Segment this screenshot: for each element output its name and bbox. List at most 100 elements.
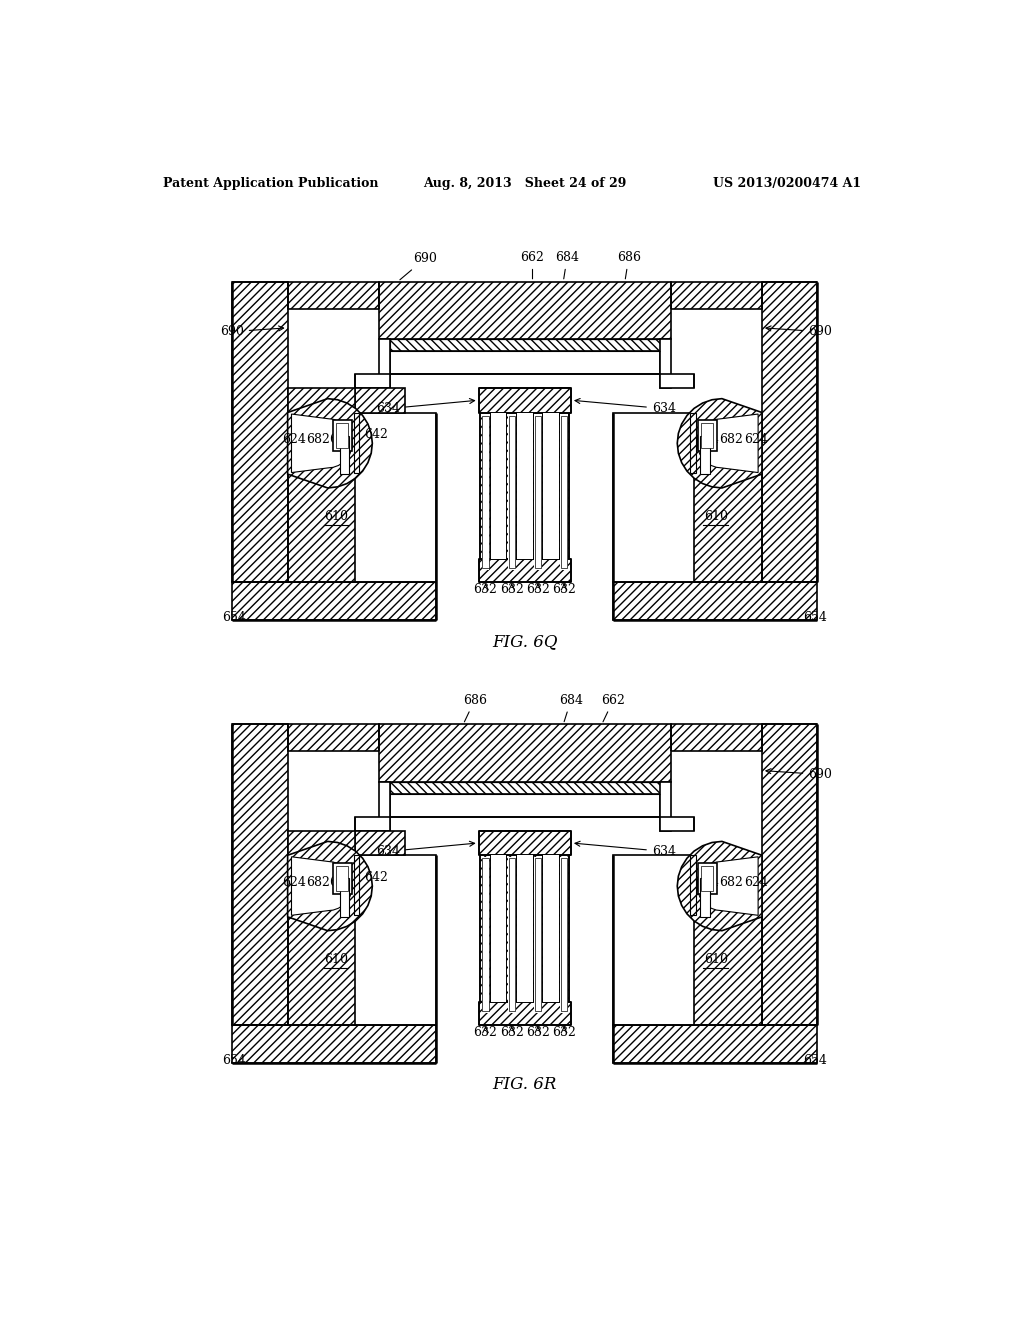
Text: FIG. 6Q: FIG. 6Q [493,634,557,651]
Polygon shape [288,830,355,855]
Polygon shape [354,855,359,915]
Text: 684: 684 [555,251,580,279]
Polygon shape [613,412,762,582]
Text: 690: 690 [400,252,436,280]
Polygon shape [690,412,695,473]
Text: 642: 642 [365,871,388,883]
Polygon shape [544,855,559,1002]
Polygon shape [700,436,710,474]
Polygon shape [698,420,717,451]
Text: 634: 634 [376,399,474,416]
Text: FIG. 6R: FIG. 6R [493,1076,557,1093]
Polygon shape [659,817,694,830]
Polygon shape [481,857,489,1014]
Text: 654: 654 [804,1053,827,1067]
Polygon shape [532,830,544,1024]
Text: 624: 624 [330,876,353,890]
Polygon shape [379,339,390,388]
Polygon shape [379,281,671,339]
Polygon shape [762,281,817,582]
Text: 624: 624 [282,433,306,446]
Text: Patent Application Publication: Patent Application Publication [163,177,379,190]
Polygon shape [535,414,542,570]
Text: 642: 642 [365,428,388,441]
Polygon shape [482,416,488,568]
Polygon shape [762,725,817,1024]
Polygon shape [480,388,490,582]
Polygon shape [355,388,406,412]
Text: 632: 632 [473,583,498,597]
Polygon shape [490,855,506,1002]
Polygon shape [478,558,571,582]
Text: 624: 624 [282,876,306,890]
Polygon shape [509,416,515,568]
Polygon shape [288,399,373,488]
Polygon shape [478,830,571,855]
Polygon shape [508,857,515,1014]
Polygon shape [701,866,714,891]
Text: 632: 632 [526,583,550,597]
Polygon shape [232,281,288,582]
Polygon shape [288,388,355,412]
Polygon shape [336,866,348,891]
Text: 682: 682 [306,876,331,890]
Polygon shape [694,474,762,582]
Polygon shape [677,841,762,931]
Polygon shape [482,858,488,1011]
Polygon shape [535,857,542,1014]
Polygon shape [690,855,695,915]
Text: 610: 610 [325,953,348,966]
Text: 682: 682 [719,876,743,890]
Text: 624: 624 [743,433,768,446]
Polygon shape [390,351,659,374]
Polygon shape [613,582,817,620]
Polygon shape [232,582,436,620]
Polygon shape [671,281,762,309]
Text: 610: 610 [703,511,728,523]
Polygon shape [698,863,717,894]
Text: 690: 690 [766,768,833,781]
Polygon shape [288,474,355,582]
Polygon shape [697,414,758,473]
Polygon shape [517,412,532,558]
Polygon shape [478,1002,571,1024]
Polygon shape [354,412,359,473]
Text: 632: 632 [552,1026,577,1039]
Polygon shape [288,841,373,931]
Polygon shape [490,412,506,558]
Polygon shape [340,878,349,917]
Text: 624: 624 [330,433,353,446]
Text: 632: 632 [526,1026,550,1039]
Polygon shape [535,858,541,1011]
Polygon shape [336,424,348,447]
Polygon shape [700,878,710,917]
Polygon shape [390,339,659,351]
Text: 624: 624 [743,876,768,890]
Polygon shape [355,830,406,855]
Polygon shape [480,830,490,1024]
Text: 610: 610 [325,511,348,523]
Polygon shape [506,830,517,1024]
Polygon shape [535,416,541,568]
Polygon shape [288,917,355,1024]
Polygon shape [561,416,567,568]
Text: 690: 690 [766,325,833,338]
Text: 684: 684 [559,693,583,722]
Polygon shape [288,281,379,309]
Text: 682: 682 [306,433,331,446]
Polygon shape [544,412,559,558]
Polygon shape [659,781,671,830]
Polygon shape [232,1024,436,1063]
Text: 662: 662 [520,251,545,279]
Polygon shape [379,725,671,781]
Polygon shape [560,414,568,570]
Polygon shape [697,857,758,915]
Text: 634: 634 [575,841,676,858]
Text: US 2013/0200474 A1: US 2013/0200474 A1 [713,177,860,190]
Polygon shape [288,725,379,751]
Polygon shape [694,917,762,1024]
Polygon shape [288,412,436,582]
Polygon shape [340,436,349,474]
Text: 632: 632 [473,1026,498,1039]
Polygon shape [561,858,567,1011]
